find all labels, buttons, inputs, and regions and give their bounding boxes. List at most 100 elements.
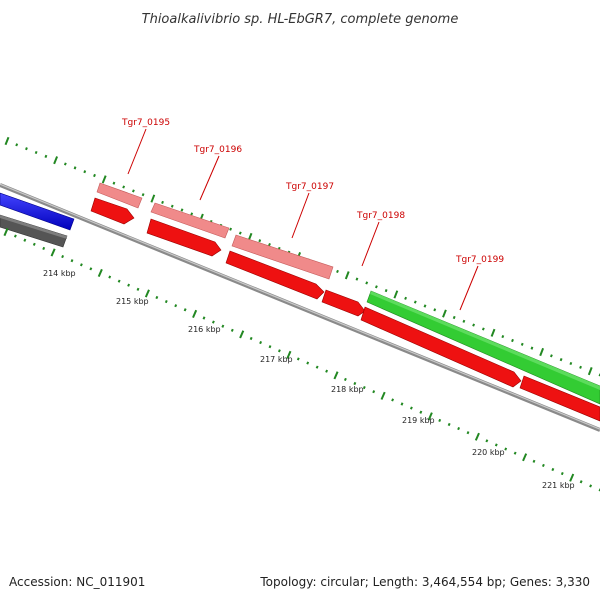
gene-feature-tgr7-0196[interactable] bbox=[150, 202, 230, 239]
callout-line-tgr7-0196 bbox=[199, 155, 220, 201]
inner-ring-tick bbox=[259, 341, 263, 345]
inner-ring-tick bbox=[466, 431, 470, 435]
gene-feature-tgr7-0197[interactable] bbox=[231, 234, 334, 280]
outer-ring-tick bbox=[511, 338, 514, 343]
gene-label-tgr7-0199[interactable]: Tgr7_0199 bbox=[455, 255, 504, 265]
kbp-label-218: 218 kbp bbox=[331, 385, 364, 394]
inner-ring-tick bbox=[3, 227, 9, 237]
outer-ring-tick bbox=[549, 354, 553, 358]
gene-label-tgr7-0197[interactable]: Tgr7_0197 bbox=[285, 182, 334, 192]
inner-ring-tick bbox=[391, 398, 395, 402]
inner-ring-tick bbox=[144, 289, 150, 298]
outer-ring-tick bbox=[355, 277, 359, 281]
inner-ring-tick bbox=[61, 255, 65, 259]
inner-ring-tick bbox=[211, 320, 215, 324]
cds-arrow-tgr7-0199[interactable] bbox=[360, 306, 522, 388]
inner-ring-tick bbox=[249, 336, 253, 341]
callout-line-tgr7-0199 bbox=[459, 265, 479, 311]
gene-callouts: Tgr7_0195 Tgr7_0196 Tgr7_0197 Tgr7_0198 … bbox=[121, 118, 504, 311]
inner-ring-tick bbox=[427, 412, 433, 421]
outer-ring-tick bbox=[268, 243, 271, 247]
cds-arrow-tgr7-0195[interactable] bbox=[90, 197, 135, 225]
inner-ring-tick bbox=[32, 242, 36, 246]
outer-ring-tick bbox=[569, 361, 573, 366]
inner-ring-tick bbox=[560, 472, 564, 476]
outer-ring-tick bbox=[587, 367, 593, 376]
outer-ring-tick bbox=[229, 227, 233, 231]
outer-ring-tick bbox=[15, 143, 19, 147]
inner-ring-tick bbox=[42, 246, 46, 250]
outer-ring-tick bbox=[423, 304, 427, 308]
inner-tick-ring bbox=[3, 227, 600, 492]
callout-line-tgr7-0197 bbox=[291, 192, 310, 239]
genome-summary-text: Topology: circular; Length: 3,464,554 bp… bbox=[259, 575, 590, 589]
inner-ring-tick bbox=[325, 369, 329, 373]
outer-ring-tick bbox=[25, 147, 28, 151]
outer-ring-tick bbox=[131, 189, 135, 193]
cds-arrow-right[interactable] bbox=[519, 375, 600, 422]
genome-backbone bbox=[0, 183, 600, 432]
gene-label-tgr7-0198[interactable]: Tgr7_0198 bbox=[356, 211, 405, 221]
outer-ring-tick bbox=[44, 154, 48, 158]
gene-label-tgr7-0195[interactable]: Tgr7_0195 bbox=[121, 118, 170, 128]
inner-ring-tick bbox=[474, 432, 480, 441]
gene-label-tgr7-0196[interactable]: Tgr7_0196 bbox=[193, 145, 242, 155]
outer-ring-tick bbox=[190, 212, 194, 216]
inner-ring-tick bbox=[127, 283, 131, 287]
inner-ring-tick bbox=[202, 316, 206, 320]
inner-ring-tick bbox=[296, 357, 300, 361]
outer-ring-tick bbox=[374, 285, 378, 289]
inner-ring-tick bbox=[438, 418, 442, 422]
outer-ring-tick bbox=[122, 185, 126, 189]
inner-ring-tick bbox=[286, 350, 292, 359]
kbp-label-221: 221 kbp bbox=[542, 481, 575, 490]
outer-ring-tick bbox=[530, 346, 534, 350]
outer-ring-tick bbox=[73, 166, 77, 170]
outer-ring-tick bbox=[4, 136, 10, 146]
outer-ring-tick bbox=[520, 342, 524, 346]
outer-ring-tick bbox=[170, 204, 174, 208]
inner-ring-tick bbox=[268, 345, 272, 349]
outer-ring-tick bbox=[112, 181, 116, 185]
outer-ring-tick bbox=[559, 358, 563, 362]
gene-feature-blue[interactable] bbox=[0, 192, 75, 231]
outer-ring-tick bbox=[452, 315, 456, 320]
inner-ring-tick bbox=[117, 279, 121, 283]
inner-ring-tick bbox=[155, 295, 159, 300]
outer-ring-tick bbox=[238, 231, 242, 235]
inner-ring-tick bbox=[380, 391, 386, 400]
cds-arrow-tgr7-0198[interactable] bbox=[321, 289, 366, 317]
cds-arrow-tgr7-0196[interactable] bbox=[146, 218, 222, 257]
inner-ring-tick bbox=[522, 453, 528, 462]
inner-ring-tick bbox=[419, 410, 423, 414]
outer-ring-tick bbox=[365, 281, 369, 285]
outer-ring-tick bbox=[413, 300, 417, 304]
inner-ring-tick bbox=[353, 381, 357, 386]
inner-ring-tick bbox=[89, 267, 93, 271]
inner-ring-tick bbox=[400, 402, 404, 406]
inner-ring-tick bbox=[306, 361, 310, 365]
inner-ring-tick bbox=[164, 300, 168, 304]
callout-line-tgr7-0195 bbox=[127, 128, 147, 175]
outer-ring-tick bbox=[83, 170, 87, 174]
inner-ring-tick bbox=[70, 259, 74, 263]
outer-ring-tick bbox=[180, 208, 184, 212]
cds-arrow-tgr7-0197[interactable] bbox=[225, 250, 325, 300]
inner-ring-tick bbox=[50, 248, 56, 257]
inner-ring-tick bbox=[494, 443, 498, 447]
gene-feature-tgr7-0195[interactable] bbox=[96, 182, 143, 209]
kbp-labels: 214 kbp 215 kbp 216 kbp 217 kbp 218 kbp … bbox=[43, 269, 575, 490]
outer-ring-tick bbox=[258, 239, 262, 243]
outer-ring-tick bbox=[481, 327, 485, 331]
outer-ring-tick bbox=[53, 156, 59, 165]
inner-ring-tick bbox=[239, 330, 245, 339]
inner-ring-tick bbox=[23, 238, 27, 242]
inner-ring-tick bbox=[183, 308, 187, 312]
outer-ring-tick bbox=[539, 347, 545, 357]
outer-ring-tick bbox=[63, 162, 67, 166]
inner-ring-tick bbox=[409, 406, 413, 410]
inner-ring-tick bbox=[485, 439, 489, 443]
inner-ring-tick bbox=[343, 377, 347, 381]
inner-ring-tick bbox=[174, 304, 178, 308]
inner-ring-tick bbox=[447, 422, 451, 427]
